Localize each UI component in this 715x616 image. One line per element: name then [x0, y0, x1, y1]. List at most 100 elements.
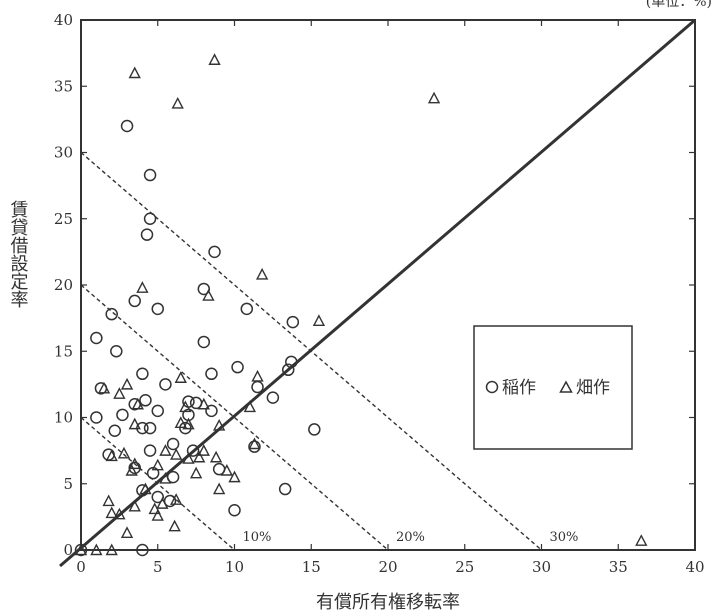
- field-point: [182, 417, 195, 430]
- field-point: [174, 371, 187, 383]
- field-point: [228, 470, 241, 483]
- y-tick-label: 15: [54, 342, 73, 360]
- field-point: [179, 400, 192, 413]
- field-point: [105, 543, 118, 556]
- rice-point: [136, 367, 149, 381]
- x-tick-label: 15: [302, 558, 321, 576]
- rice-point: [105, 307, 118, 321]
- field-point: [212, 418, 226, 431]
- axis-ticks: 0 5 10 15 20 25 30 35 40 0 5 10 15 20 25 30 35 40: [54, 11, 705, 576]
- field-point: [251, 369, 264, 382]
- rice-point: [143, 444, 157, 457]
- rice-point: [108, 424, 122, 437]
- rice-point: [116, 408, 129, 422]
- field-point: [635, 534, 648, 546]
- field-point: [131, 397, 144, 410]
- field-point: [174, 416, 187, 428]
- y-tick-label: 25: [54, 210, 73, 228]
- rice-point: [228, 504, 241, 517]
- rice-point: [205, 404, 218, 418]
- isoline-label: 20%: [396, 530, 425, 545]
- x-tick-label: 0: [76, 558, 86, 576]
- isoline-label: 10%: [243, 530, 272, 545]
- rice-point: [205, 367, 218, 381]
- rice-point: [278, 482, 292, 496]
- y-tick-label: 10: [54, 409, 73, 427]
- rice-point: [251, 380, 264, 394]
- field-point: [156, 497, 169, 509]
- rice-point: [186, 444, 200, 457]
- field-point: [74, 543, 88, 556]
- field-point: [117, 446, 131, 459]
- y-tick-label: 35: [54, 77, 73, 95]
- y-axis-label: 賃貸借設定率: [8, 200, 29, 308]
- y-tick-label: 40: [54, 11, 73, 29]
- rice-point: [90, 411, 103, 424]
- field-point: [102, 494, 115, 507]
- rice-point: [143, 168, 157, 182]
- y-tick-label: 30: [54, 144, 73, 162]
- x-tick-label: 5: [153, 558, 163, 576]
- diagonal-line: [59, 18, 696, 568]
- legend-label-rice: 稲作: [502, 378, 536, 398]
- field-point: [97, 381, 111, 394]
- rice-point: [120, 119, 134, 133]
- field-point: [193, 450, 206, 463]
- field-point: [255, 267, 269, 280]
- x-tick-label: 35: [609, 558, 628, 576]
- field-point: [243, 400, 257, 413]
- field-point: [212, 482, 226, 495]
- rice-point: [136, 543, 149, 557]
- rice-point: [140, 228, 154, 241]
- rice-point: [136, 484, 149, 497]
- field-point: [151, 509, 164, 521]
- rice-point: [110, 345, 123, 358]
- field-point: [197, 397, 210, 410]
- field-point: [128, 499, 141, 512]
- y-tick-label: 5: [63, 475, 73, 493]
- x-tick-label: 10: [225, 558, 244, 576]
- field-point: [105, 449, 118, 462]
- field-point: [125, 463, 138, 476]
- legend: 稲作 畑作: [473, 325, 633, 450]
- field-point: [105, 506, 118, 519]
- field-point: [120, 377, 134, 390]
- field-point: [220, 463, 233, 476]
- unit-label: (単位：%): [646, 0, 712, 10]
- rice-point: [308, 423, 321, 436]
- rice-point: [285, 355, 298, 369]
- data-points: [74, 53, 648, 557]
- field-point: [128, 66, 141, 79]
- field-point: [312, 314, 326, 326]
- rice-point: [240, 302, 254, 316]
- rice-point: [128, 294, 141, 308]
- rice-point: [208, 245, 221, 259]
- rice-point: [90, 331, 103, 345]
- x-axis-label: 有償所有権移転率: [316, 592, 460, 613]
- rice-point: [151, 490, 164, 504]
- field-point: [427, 91, 441, 104]
- field-point: [136, 281, 149, 293]
- rice-point: [248, 440, 261, 453]
- rice-point: [166, 437, 180, 451]
- rice-point: [286, 315, 300, 329]
- field-point: [208, 53, 221, 65]
- rice-point: [182, 395, 195, 408]
- field-point: [120, 526, 134, 538]
- rice-point: [143, 212, 157, 225]
- field-point: [182, 452, 195, 464]
- field-point: [202, 289, 215, 301]
- x-tick-label: 25: [455, 558, 474, 576]
- field-point: [90, 543, 103, 556]
- legend-triangle-marker: [559, 380, 573, 393]
- rice-point: [159, 378, 172, 391]
- field-point: [248, 437, 261, 450]
- rice-point: [231, 360, 244, 374]
- x-tick-label: 30: [532, 558, 551, 576]
- rice-point: [266, 391, 280, 404]
- field-point: [159, 444, 172, 456]
- field-point: [168, 519, 181, 532]
- field-point: [189, 466, 203, 479]
- field-point: [171, 96, 184, 109]
